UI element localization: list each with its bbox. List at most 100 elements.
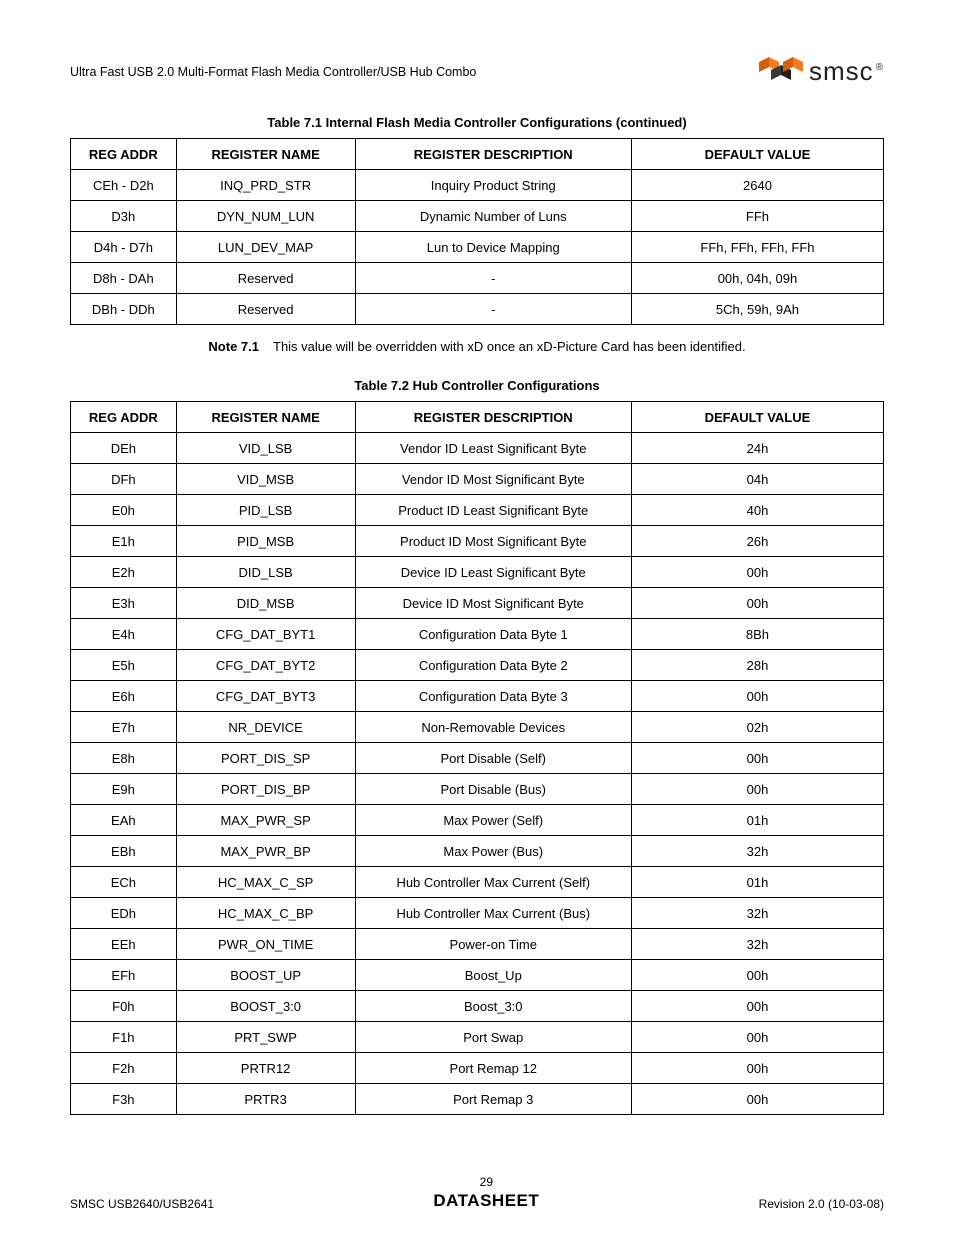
table-cell: DEh (71, 433, 177, 464)
table-cell: EDh (71, 898, 177, 929)
table-cell: E2h (71, 557, 177, 588)
table-cell: 01h (631, 805, 883, 836)
table2-header-desc: REGISTER DESCRIPTION (355, 402, 631, 433)
table-cell: D4h - D7h (71, 232, 177, 263)
table-cell: 32h (631, 898, 883, 929)
table-cell: PID_LSB (176, 495, 355, 526)
table-cell: EBh (71, 836, 177, 867)
table-cell: E0h (71, 495, 177, 526)
table-cell: 00h, 04h, 09h (631, 263, 883, 294)
footer-datasheet: DATASHEET (214, 1191, 759, 1211)
table-cell: 2640 (631, 170, 883, 201)
table-row: E9hPORT_DIS_BPPort Disable (Bus)00h (71, 774, 884, 805)
table-row: DBh - DDhReserved-5Ch, 59h, 9Ah (71, 294, 884, 325)
footer-center: 29 DATASHEET (214, 1175, 759, 1211)
table-cell: Port Remap 3 (355, 1084, 631, 1115)
table-cell: 32h (631, 929, 883, 960)
table-cell: Configuration Data Byte 2 (355, 650, 631, 681)
table-cell: Product ID Most Significant Byte (355, 526, 631, 557)
footer-page-number: 29 (214, 1175, 759, 1189)
table2-caption: Table 7.2 Hub Controller Configurations (70, 378, 884, 393)
table-row: F2hPRTR12Port Remap 1200h (71, 1053, 884, 1084)
table-cell: 00h (631, 991, 883, 1022)
table-cell: 40h (631, 495, 883, 526)
table-cell: EEh (71, 929, 177, 960)
table-row: EFhBOOST_UPBoost_Up00h (71, 960, 884, 991)
table-cell: E8h (71, 743, 177, 774)
table-cell: 02h (631, 712, 883, 743)
table-cell: FFh, FFh, FFh, FFh (631, 232, 883, 263)
table-cell: PWR_ON_TIME (176, 929, 355, 960)
table-cell: ECh (71, 867, 177, 898)
table-row: EAhMAX_PWR_SPMax Power (Self)01h (71, 805, 884, 836)
table-cell: DYN_NUM_LUN (176, 201, 355, 232)
table-cell: PORT_DIS_BP (176, 774, 355, 805)
table-cell: 26h (631, 526, 883, 557)
logo-text: smsc® (809, 56, 884, 87)
table-row: D4h - D7hLUN_DEV_MAPLun to Device Mappin… (71, 232, 884, 263)
table-cell: DFh (71, 464, 177, 495)
table-row: DEhVID_LSBVendor ID Least Significant By… (71, 433, 884, 464)
table1-header-addr: REG ADDR (71, 139, 177, 170)
table-cell: BOOST_3:0 (176, 991, 355, 1022)
table-cell: Inquiry Product String (355, 170, 631, 201)
table-cell: DBh - DDh (71, 294, 177, 325)
footer-right: Revision 2.0 (10-03-08) (759, 1197, 884, 1211)
table-cell: VID_MSB (176, 464, 355, 495)
table-cell: Power-on Time (355, 929, 631, 960)
table-cell: F2h (71, 1053, 177, 1084)
table-row: E5hCFG_DAT_BYT2Configuration Data Byte 2… (71, 650, 884, 681)
table-row: EEhPWR_ON_TIMEPower-on Time32h (71, 929, 884, 960)
table-cell: 04h (631, 464, 883, 495)
footer-left: SMSC USB2640/USB2641 (70, 1197, 214, 1211)
table-cell: CFG_DAT_BYT1 (176, 619, 355, 650)
table-row: E6hCFG_DAT_BYT3Configuration Data Byte 3… (71, 681, 884, 712)
table-cell: Device ID Least Significant Byte (355, 557, 631, 588)
table-cell: MAX_PWR_BP (176, 836, 355, 867)
table-cell: 5Ch, 59h, 9Ah (631, 294, 883, 325)
table2: REG ADDR REGISTER NAME REGISTER DESCRIPT… (70, 401, 884, 1115)
table-cell: CEh - D2h (71, 170, 177, 201)
table-cell: Configuration Data Byte 3 (355, 681, 631, 712)
table-row: EDhHC_MAX_C_BPHub Controller Max Current… (71, 898, 884, 929)
table1-header-name: REGISTER NAME (176, 139, 355, 170)
table-cell: - (355, 263, 631, 294)
table-cell: Lun to Device Mapping (355, 232, 631, 263)
table-row: CEh - D2hINQ_PRD_STRInquiry Product Stri… (71, 170, 884, 201)
table1-header-row: REG ADDR REGISTER NAME REGISTER DESCRIPT… (71, 139, 884, 170)
table-cell: LUN_DEV_MAP (176, 232, 355, 263)
table-cell: E1h (71, 526, 177, 557)
table-cell: F1h (71, 1022, 177, 1053)
table-cell: Boost_3:0 (355, 991, 631, 1022)
table-cell: 00h (631, 557, 883, 588)
table-cell: Max Power (Bus) (355, 836, 631, 867)
table-cell: E7h (71, 712, 177, 743)
table-row: F1hPRT_SWPPort Swap00h (71, 1022, 884, 1053)
table-row: F3hPRTR3Port Remap 300h (71, 1084, 884, 1115)
table-cell: 24h (631, 433, 883, 464)
table1-header-desc: REGISTER DESCRIPTION (355, 139, 631, 170)
table-row: E7hNR_DEVICENon-Removable Devices02h (71, 712, 884, 743)
table-cell: Port Remap 12 (355, 1053, 631, 1084)
table-cell: DID_LSB (176, 557, 355, 588)
table-cell: Vendor ID Most Significant Byte (355, 464, 631, 495)
page-footer: SMSC USB2640/USB2641 29 DATASHEET Revisi… (70, 1175, 884, 1211)
table-cell: Hub Controller Max Current (Self) (355, 867, 631, 898)
table-cell: D3h (71, 201, 177, 232)
table-cell: 00h (631, 588, 883, 619)
table-cell: F0h (71, 991, 177, 1022)
table-cell: 32h (631, 836, 883, 867)
table-cell: PRTR12 (176, 1053, 355, 1084)
page-header: Ultra Fast USB 2.0 Multi-Format Flash Me… (70, 56, 884, 87)
table-cell: Port Swap (355, 1022, 631, 1053)
table-cell: 01h (631, 867, 883, 898)
table-cell: E9h (71, 774, 177, 805)
table2-header-def: DEFAULT VALUE (631, 402, 883, 433)
table-cell: NR_DEVICE (176, 712, 355, 743)
table-cell: EAh (71, 805, 177, 836)
table-row: DFhVID_MSBVendor ID Most Significant Byt… (71, 464, 884, 495)
table-cell: Vendor ID Least Significant Byte (355, 433, 631, 464)
table-cell: CFG_DAT_BYT3 (176, 681, 355, 712)
table-cell: PID_MSB (176, 526, 355, 557)
table-cell: INQ_PRD_STR (176, 170, 355, 201)
